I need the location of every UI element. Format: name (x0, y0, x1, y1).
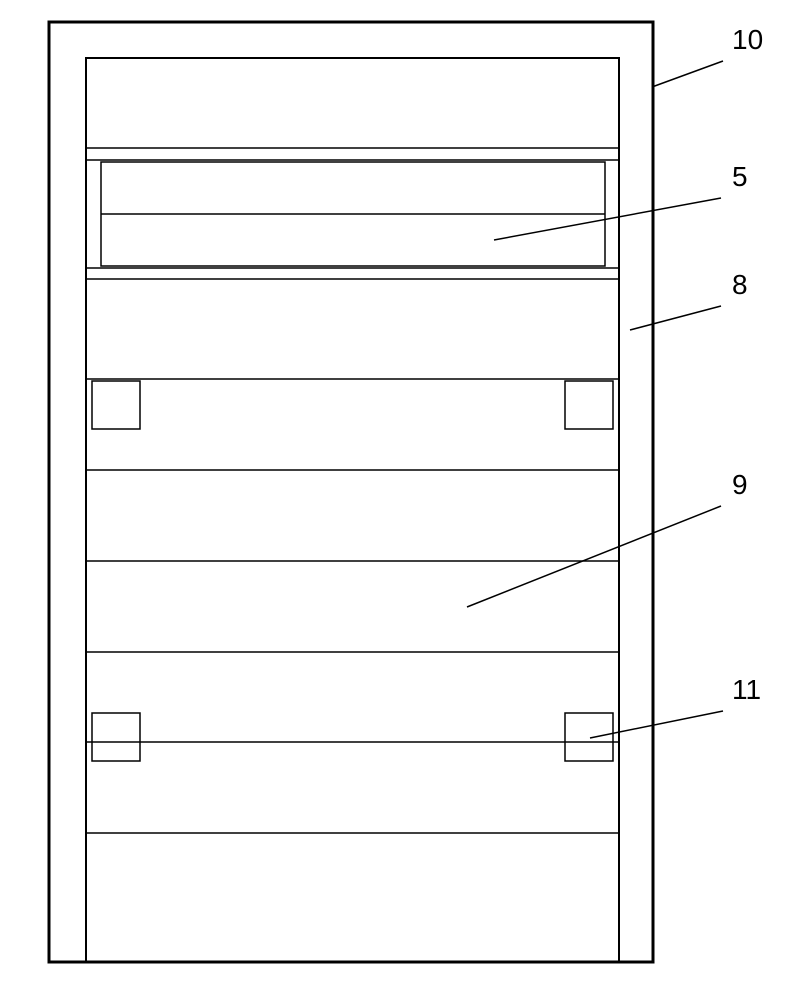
leader-line (630, 306, 721, 330)
callout-label: 10 (732, 24, 763, 55)
leader-line (467, 506, 721, 607)
leader-line (494, 198, 721, 240)
mounting-block (92, 381, 140, 429)
mounting-block (565, 381, 613, 429)
callout-label: 8 (732, 269, 748, 300)
mounting-block (92, 713, 140, 761)
leader-line (590, 711, 723, 738)
mounting-block (565, 713, 613, 761)
callout-label: 11 (732, 674, 761, 705)
callout-label: 9 (732, 469, 748, 500)
outer-frame (49, 22, 653, 962)
callout-label: 5 (732, 161, 748, 192)
leader-line (652, 61, 723, 87)
inner-frame (86, 58, 619, 962)
